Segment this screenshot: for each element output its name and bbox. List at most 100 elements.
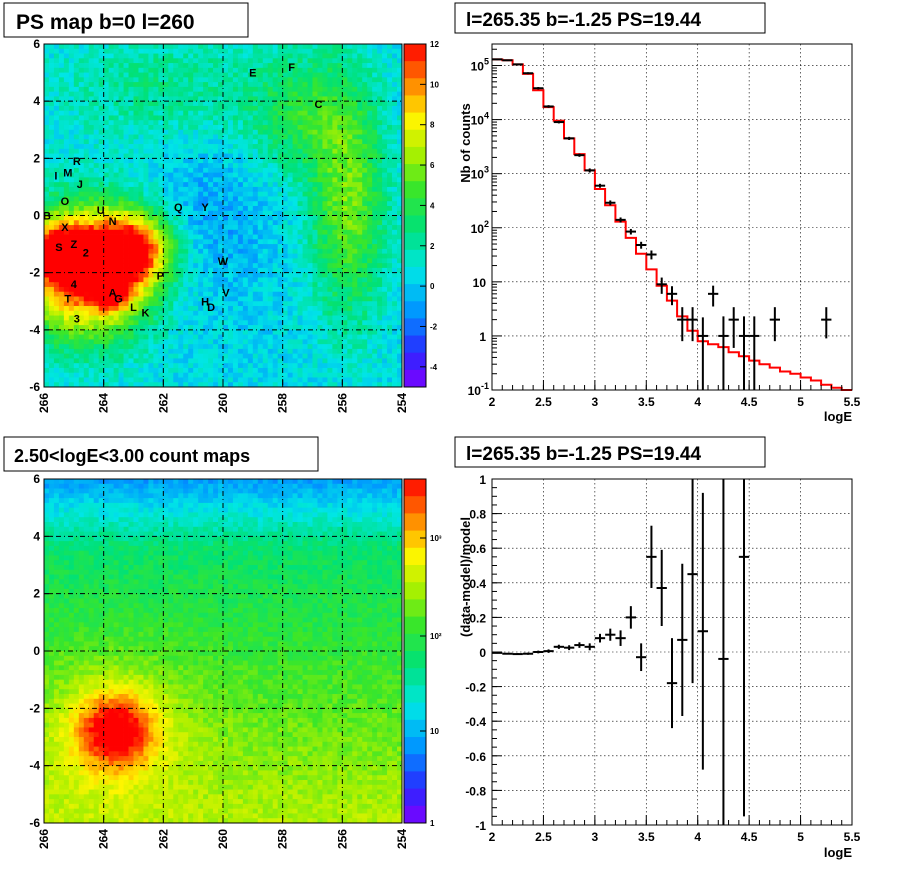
- colorbar-segment: [404, 352, 426, 371]
- source-label-H: H: [201, 296, 209, 308]
- data-point: [738, 316, 750, 390]
- colorbar-segment: [404, 44, 426, 62]
- data-point: [564, 136, 575, 140]
- residual-point: [594, 633, 606, 643]
- data-point: [728, 307, 739, 348]
- spec1-x-tick-label: 4: [694, 395, 701, 409]
- spec2-x-tick-label: 5: [797, 830, 804, 844]
- source-label-Z: Z: [70, 239, 77, 251]
- map-y-tick-label: 4: [33, 529, 40, 543]
- data-point: [708, 285, 719, 307]
- data-point: [687, 307, 698, 342]
- residual-point: [512, 653, 523, 656]
- colorbar-segment: [404, 513, 426, 532]
- spec1-y-tick-label: 105: [471, 57, 489, 74]
- data-point: [584, 168, 595, 173]
- map2-colorbar: 10³ 10² 10 1: [403, 478, 442, 828]
- map-x-tick-label: 258: [276, 393, 290, 413]
- map1-title-box: PS map b=0 l=260: [3, 2, 249, 38]
- source-label-N: N: [109, 216, 117, 228]
- data-point: [512, 63, 523, 66]
- spec1-y-tick-label: 104: [471, 111, 489, 128]
- spec1-y-tick-label: 103: [471, 165, 489, 182]
- colorbar-segment: [404, 129, 426, 148]
- residual-point: [522, 652, 534, 655]
- residual-point: [687, 479, 698, 684]
- spec2-y-tick-label: 0.6: [469, 542, 486, 556]
- map-x-tick-label: 266: [37, 829, 51, 849]
- colorbar-segment: [404, 685, 426, 704]
- colorbar-segment: [404, 146, 426, 165]
- map-x-tick-label: 264: [97, 829, 111, 849]
- data-point: [522, 72, 534, 75]
- colorbar-segment: [404, 266, 426, 285]
- map1-colorbar: 12 10 8 6 4 2 0 -2 -4: [403, 40, 439, 388]
- spec1-y-tick-label: 10-1: [468, 381, 489, 398]
- colorbar-segment: [404, 547, 426, 566]
- spec2-x-tick-label: 4.5: [741, 830, 758, 844]
- spec2-y-tick-label: -0.6: [465, 750, 486, 764]
- colorbar-segment: [404, 112, 426, 131]
- map2-title: 2.50<logE<3.00 count maps: [14, 446, 250, 466]
- spec1-grid: [491, 44, 853, 391]
- colorbar-segment: [404, 582, 426, 600]
- source-label-D: D: [207, 302, 215, 314]
- colorbar-segment: [404, 318, 426, 337]
- colorbar-segment: [404, 61, 426, 79]
- spec1-x-tick-label: 5: [797, 395, 804, 409]
- spec1-x-tick-label: 2: [489, 395, 496, 409]
- residual-point: [605, 628, 616, 641]
- source-label-3: 3: [74, 313, 80, 325]
- spec1-x-tick-label: 4.5: [741, 395, 758, 409]
- spec2-y-tick-label: 0: [479, 646, 486, 660]
- colorbar-segment: [404, 198, 426, 216]
- spec2-y-tick-label: -0.4: [465, 715, 486, 729]
- data-point: [502, 59, 513, 62]
- map-x-tick-label: 266: [37, 393, 51, 413]
- map-y-tick-label: 6: [33, 37, 40, 51]
- colorbar-tick-label: 1: [430, 819, 435, 828]
- residual-point: [553, 644, 564, 649]
- residual-point: [574, 642, 585, 648]
- spec2-title-box: l=265.35 b=-1.25 PS=19.44: [454, 436, 766, 468]
- colorbar-tick-label: -4: [430, 363, 438, 372]
- spec2-y-tick-label: -0.2: [465, 681, 486, 695]
- colorbar-segment: [404, 805, 426, 824]
- spec2-x-tick-label: 2: [489, 830, 496, 844]
- colorbar-tick-label: 10³: [430, 534, 442, 543]
- source-label-W: W: [218, 256, 229, 268]
- colorbar-segment: [404, 232, 426, 251]
- spec2-y-tick-label: 0.2: [469, 611, 486, 625]
- spec1-y-tick-label: 10: [473, 276, 487, 290]
- map2-axes: 266 264 262 260 258 256 254 6 4 2 0 -2 -4 -6: [29, 472, 409, 849]
- data-point: [656, 277, 667, 294]
- residual-point: [584, 643, 595, 651]
- data-point: [646, 250, 657, 260]
- colorbar-segment: [404, 702, 426, 721]
- colorbar-segment: [404, 754, 426, 772]
- spec2-data-points: [492, 479, 750, 825]
- spec2-x-tick-label: 4: [694, 830, 701, 844]
- residual-point: [636, 643, 647, 672]
- colorbar-tick-label: -2: [430, 322, 438, 331]
- spec1-axes: 2 2.5 3 3.5 4 4.5 5 5.5 10-1 1 10 102 103 104 105: [468, 48, 861, 409]
- source-label-2: 2: [83, 248, 89, 260]
- source-label-G: G: [114, 293, 123, 305]
- colorbar-tick-label: 2: [430, 242, 435, 251]
- colorbar-segment: [404, 788, 426, 807]
- map1-axes: 266 264 262 260 258 256 254 6 4 2 0 -2 -4 -6: [29, 37, 409, 413]
- colorbar-tick-label: 12: [430, 40, 439, 49]
- colorbar-segment: [404, 335, 426, 354]
- spec2-panel: 2 2.5 3 3.5 4 4.5 5 5.5 1 0.8 0.6 0.4 0.2 0 -0.2 -0.4 -0…: [458, 473, 861, 860]
- data-point: [677, 307, 688, 342]
- residual-point: [666, 638, 678, 729]
- data-point: [666, 286, 678, 306]
- residual-point: [656, 549, 667, 627]
- colorbar-segment: [404, 719, 426, 738]
- map-y-tick-label: -4: [29, 323, 40, 337]
- map-y-tick-label: 4: [33, 94, 40, 108]
- source-label-F: F: [288, 62, 295, 74]
- map-x-tick-label: 264: [97, 393, 111, 413]
- colorbar-segment: [404, 565, 426, 583]
